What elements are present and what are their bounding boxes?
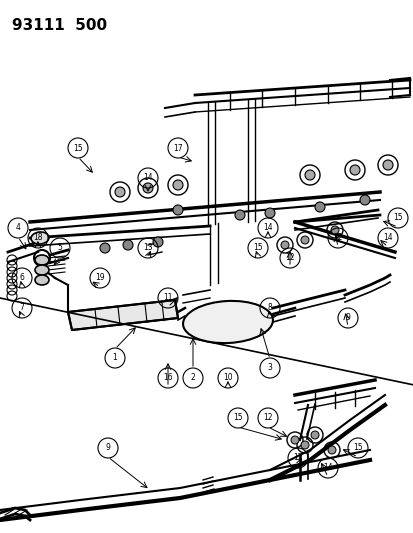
Text: 93111  500: 93111 500	[12, 18, 107, 33]
Text: 9: 9	[105, 443, 110, 453]
Ellipse shape	[35, 265, 49, 275]
Circle shape	[310, 431, 318, 439]
Circle shape	[280, 241, 288, 249]
Circle shape	[142, 183, 153, 193]
Circle shape	[173, 205, 183, 215]
Text: 14: 14	[323, 464, 332, 472]
Circle shape	[359, 195, 369, 205]
Text: 18: 18	[33, 233, 43, 243]
Circle shape	[235, 210, 244, 220]
Circle shape	[314, 202, 324, 212]
Ellipse shape	[183, 301, 272, 343]
Text: 14: 14	[263, 223, 272, 232]
Text: 15: 15	[352, 443, 362, 453]
Ellipse shape	[31, 232, 49, 244]
Circle shape	[382, 160, 392, 170]
Text: 6: 6	[19, 273, 24, 282]
Circle shape	[264, 208, 274, 218]
Circle shape	[330, 226, 338, 234]
Text: 14: 14	[382, 233, 392, 243]
Ellipse shape	[35, 275, 49, 285]
Text: 4: 4	[16, 223, 20, 232]
Text: 10: 10	[223, 374, 232, 383]
Text: 8: 8	[267, 303, 272, 312]
Text: 13: 13	[143, 244, 152, 253]
Circle shape	[349, 165, 359, 175]
Text: 12: 12	[292, 454, 302, 463]
Text: 19: 19	[95, 273, 104, 282]
Circle shape	[173, 180, 183, 190]
Text: 3: 3	[267, 364, 272, 373]
Circle shape	[304, 170, 314, 180]
Circle shape	[300, 236, 308, 244]
Text: 14: 14	[143, 174, 152, 182]
Text: 7: 7	[19, 303, 24, 312]
Text: 2: 2	[190, 374, 195, 383]
Text: 15: 15	[253, 244, 262, 253]
Circle shape	[300, 441, 308, 449]
Text: 11: 11	[163, 294, 172, 303]
Text: 12: 12	[263, 414, 272, 423]
Circle shape	[153, 237, 163, 247]
Polygon shape	[68, 300, 178, 330]
Circle shape	[327, 446, 335, 454]
Text: 16: 16	[163, 374, 172, 383]
Circle shape	[290, 436, 298, 444]
Text: 5: 5	[57, 244, 62, 253]
Text: 12: 12	[332, 233, 342, 243]
Circle shape	[123, 240, 133, 250]
Text: 12: 12	[285, 254, 294, 262]
Circle shape	[100, 243, 110, 253]
Text: 15: 15	[392, 214, 402, 222]
Text: 17: 17	[173, 143, 183, 152]
Text: 9: 9	[345, 313, 349, 322]
Circle shape	[115, 187, 125, 197]
Ellipse shape	[35, 255, 49, 265]
Text: 15: 15	[73, 143, 83, 152]
Text: 15: 15	[233, 414, 242, 423]
Text: 1: 1	[112, 353, 117, 362]
